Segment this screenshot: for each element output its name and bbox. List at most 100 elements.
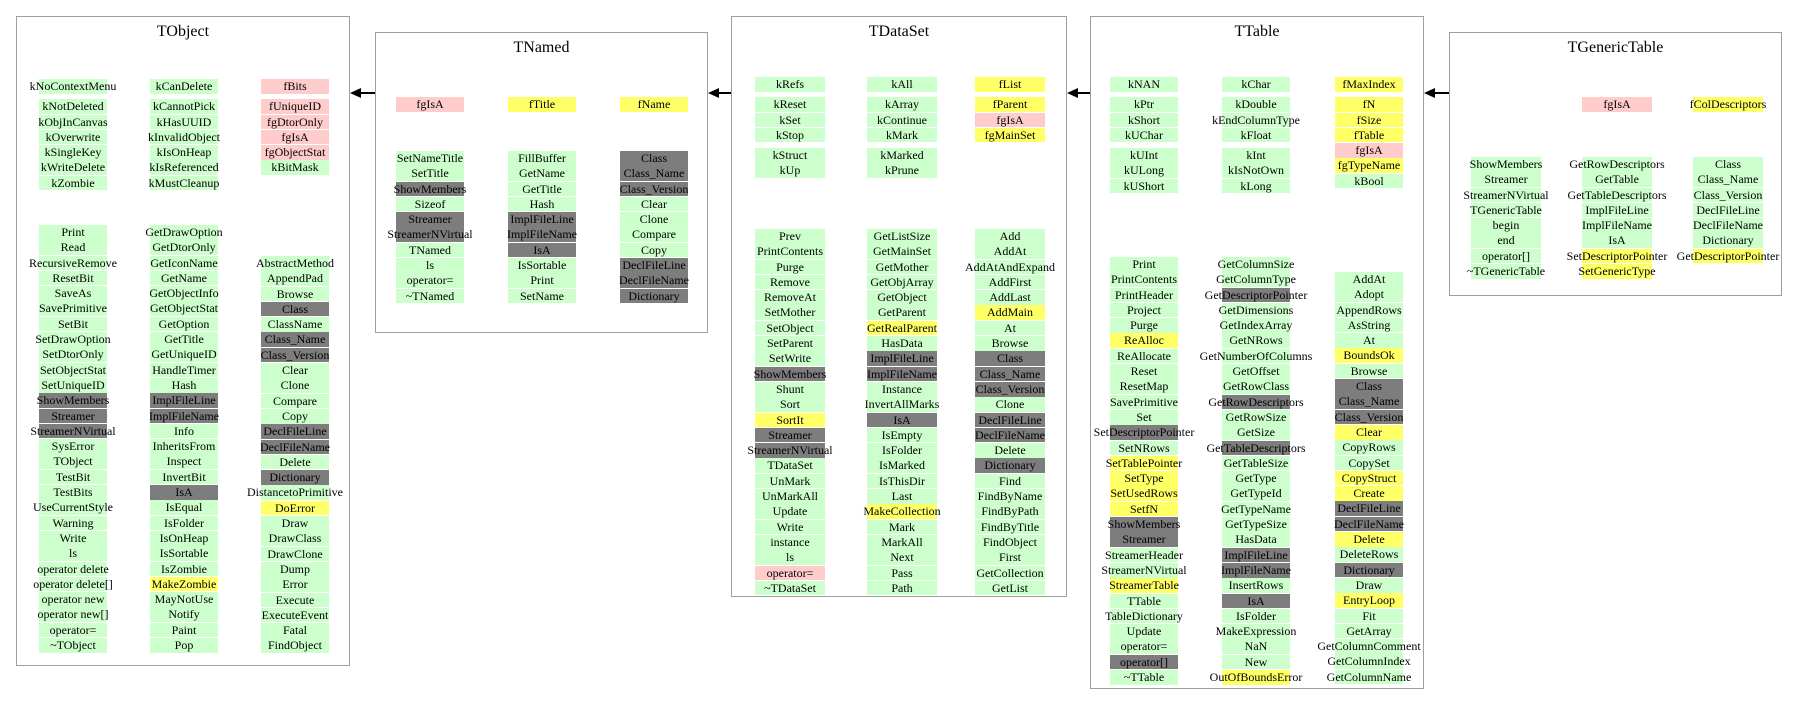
method-cell[interactable]: DeclFileLine	[900, 412, 1120, 428]
method-cell[interactable]: Project	[1034, 302, 1254, 318]
method-cell[interactable]: DeclFileLine	[1618, 202, 1795, 218]
method-cell[interactable]: Inspect	[74, 454, 294, 470]
member-cell[interactable]: kMark	[792, 127, 1012, 143]
method-cell[interactable]: Dictionary	[1618, 233, 1795, 249]
method-cell[interactable]: operator=	[0, 622, 183, 638]
member-cell[interactable]: kNAN	[1034, 77, 1254, 92]
method-cell[interactable]: Read	[0, 240, 183, 255]
method-cell[interactable]: TObject	[0, 454, 183, 470]
method-cell[interactable]: IsFolder	[792, 443, 1012, 458]
method-cell[interactable]: Streamer	[680, 427, 900, 443]
method-cell[interactable]: ReAllocate	[1034, 348, 1254, 364]
class-title[interactable]: TObject	[156, 23, 210, 40]
member-cell[interactable]: fgObjectStat	[185, 145, 405, 160]
member-cell[interactable]: kFloat	[1146, 127, 1366, 143]
method-cell[interactable]: Copy	[185, 408, 405, 424]
method-cell[interactable]: Pop	[74, 638, 294, 653]
method-cell[interactable]: Dump	[185, 561, 405, 577]
method-cell[interactable]: Purge	[1034, 318, 1254, 333]
member-cell[interactable]: kSet	[680, 112, 900, 128]
method-cell[interactable]: SetBit	[0, 316, 183, 332]
member-cell[interactable]: fList	[900, 77, 1120, 92]
method-cell[interactable]: Compare	[185, 393, 405, 409]
method-cell[interactable]: Streamer	[0, 408, 183, 424]
member-cell[interactable]: kHasUUID	[74, 114, 294, 130]
method-cell[interactable]: SetDrawOption	[0, 332, 183, 347]
method-cell[interactable]: GetTitle	[74, 332, 294, 347]
member-cell[interactable]: fParent	[900, 97, 1120, 112]
method-cell[interactable]: FindObject	[900, 534, 1120, 550]
method-cell[interactable]: PrintHeader	[1034, 287, 1254, 303]
method-cell[interactable]: DeclFileName	[1259, 516, 1479, 532]
method-cell[interactable]: IsMarked	[792, 458, 1012, 474]
method-cell[interactable]: AppendPad	[185, 271, 405, 286]
method-cell[interactable]: Hash	[432, 196, 652, 212]
method-cell[interactable]: ResetMap	[1034, 379, 1254, 394]
method-cell[interactable]: ReAlloc	[1034, 333, 1254, 349]
method-cell[interactable]: At	[1259, 333, 1479, 348]
method-cell[interactable]: GetMainSet	[792, 244, 1012, 259]
method-cell[interactable]: CopyStruct	[1259, 470, 1479, 486]
method-cell[interactable]: Dictionary	[900, 458, 1120, 474]
method-cell[interactable]: SetNameTitle	[320, 151, 540, 166]
member-cell[interactable]: fgIsA	[185, 129, 405, 145]
member-cell[interactable]: fUniqueID	[185, 99, 405, 114]
method-cell[interactable]: SetName	[432, 288, 652, 304]
method-cell[interactable]: ResetBit	[0, 270, 183, 286]
method-cell[interactable]: DeclFileLine	[1259, 501, 1479, 517]
method-cell[interactable]: FillBuffer	[432, 151, 652, 166]
method-cell[interactable]: operator new[]	[0, 607, 183, 623]
method-cell[interactable]: SaveAs	[0, 286, 183, 301]
member-cell[interactable]: kUp	[680, 163, 900, 179]
method-cell[interactable]: DoError	[185, 500, 405, 516]
member-cell[interactable]: fBits	[185, 79, 405, 94]
method-cell[interactable]: Dictionary	[1259, 562, 1479, 578]
method-cell[interactable]: ls	[0, 546, 183, 561]
method-cell[interactable]: GetColumnSize	[1146, 257, 1366, 272]
method-cell[interactable]: Remove	[680, 274, 900, 290]
method-cell[interactable]: InvertBit	[74, 469, 294, 485]
method-cell[interactable]: GetCollection	[900, 565, 1120, 581]
method-cell[interactable]: Mark	[792, 519, 1012, 535]
method-cell[interactable]: Class_Version	[544, 181, 764, 197]
member-cell[interactable]: kWriteDelete	[0, 160, 183, 176]
method-cell[interactable]: ShowMembers	[680, 366, 900, 382]
method-cell[interactable]: GetObjectStat	[74, 301, 294, 317]
member-cell[interactable]: kMustCleanup	[74, 175, 294, 191]
method-cell[interactable]: GetColumnIndex	[1259, 654, 1479, 670]
member-cell[interactable]: fName	[544, 97, 764, 112]
method-cell[interactable]: Clone	[185, 378, 405, 393]
method-cell[interactable]: SetDescriptorPointer	[1034, 425, 1254, 440]
method-cell[interactable]: operator=	[680, 565, 900, 581]
method-cell[interactable]: GetDescriptorPointer	[1618, 248, 1795, 264]
method-cell[interactable]: InheritsFrom	[74, 439, 294, 454]
method-cell[interactable]: GetDrawOption	[74, 225, 294, 240]
method-cell[interactable]: IsA	[74, 485, 294, 500]
method-cell[interactable]: GetArray	[1259, 623, 1479, 639]
method-cell[interactable]: Delete	[900, 443, 1120, 458]
method-cell[interactable]: SavePrimitive	[0, 301, 183, 317]
method-cell[interactable]: Class	[544, 151, 764, 166]
method-cell[interactable]: BoundsOk	[1259, 348, 1479, 364]
member-cell[interactable]: fMaxIndex	[1259, 77, 1479, 92]
member-cell[interactable]: fgDtorOnly	[185, 114, 405, 130]
method-cell[interactable]: StreamerNVirtual	[0, 423, 183, 439]
method-cell[interactable]: SetObjectStat	[0, 362, 183, 378]
method-cell[interactable]: HandleTimer	[74, 362, 294, 378]
method-cell[interactable]: AddAtAndExpand	[900, 259, 1120, 275]
method-cell[interactable]: Path	[792, 580, 1012, 596]
method-cell[interactable]: StreamerNVirtual	[680, 443, 900, 458]
method-cell[interactable]: GetName	[432, 166, 652, 181]
method-cell[interactable]: Dictionary	[185, 470, 405, 485]
method-cell[interactable]: SortIt	[680, 412, 900, 428]
method-cell[interactable]: Fit	[1259, 608, 1479, 624]
method-cell[interactable]: MarkAll	[792, 534, 1012, 550]
member-cell[interactable]: kObjInCanvas	[0, 114, 183, 130]
method-cell[interactable]: Set	[1034, 409, 1254, 425]
member-cell[interactable]: fgIsA	[320, 97, 540, 112]
method-cell[interactable]: Sizeof	[320, 196, 540, 212]
method-cell[interactable]: AddLast	[900, 290, 1120, 305]
member-cell[interactable]: kBitMask	[185, 160, 405, 176]
member-cell[interactable]: fTable	[1259, 127, 1479, 143]
member-cell[interactable]: kUShort	[1034, 178, 1254, 194]
